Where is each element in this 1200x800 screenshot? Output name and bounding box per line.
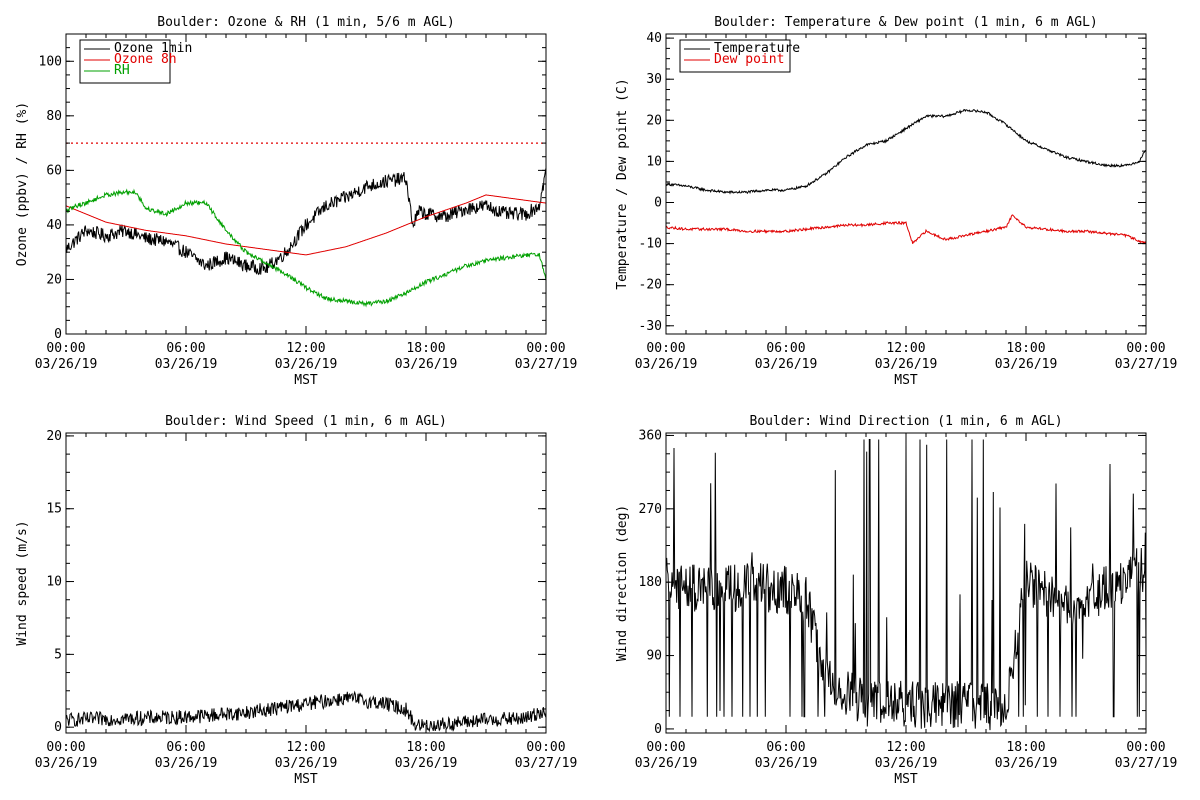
chart-title: Boulder: Wind Speed (1 min, 6 m AGL) — [165, 414, 447, 429]
x-tick-label-time: 18:00 — [406, 341, 445, 356]
x-tick-label-date: 03/27/19 — [1115, 357, 1178, 372]
x-tick-label-time: 12:00 — [886, 740, 925, 755]
x-tick-label-date: 03/26/19 — [395, 357, 458, 372]
y-tick-label: 100 — [39, 54, 62, 69]
x-axis-label: MST — [294, 772, 318, 787]
y-axis-label: Wind direction (deg) — [615, 505, 630, 662]
legend-box — [79, 39, 171, 84]
series-line-dew-point — [666, 214, 1146, 245]
y-tick-label: 10 — [646, 154, 662, 169]
y-tick-label: 80 — [46, 109, 62, 124]
x-tick-label-time: 00:00 — [1126, 740, 1165, 755]
series-line-rh — [66, 188, 546, 308]
x-tick-label-time: 18:00 — [1006, 740, 1045, 755]
chart-title: Boulder: Temperature & Dew point (1 min,… — [714, 15, 1098, 30]
series-line-ozone-1min — [66, 167, 546, 276]
x-tick-label-time: 18:00 — [1006, 341, 1045, 356]
wind-direction-chart: Boulder: Wind Direction (1 min, 6 m AGL)… — [615, 414, 1177, 787]
y-axis-label: Temperature / Dew point (C) — [615, 78, 630, 289]
y-tick-label: 20 — [646, 113, 662, 128]
x-axis-label: MST — [294, 373, 318, 388]
x-tick-label-time: 00:00 — [526, 341, 565, 356]
x-tick-label-date: 03/27/19 — [1115, 756, 1178, 771]
plot-frame — [665, 33, 1147, 335]
x-tick-label-date: 03/26/19 — [275, 357, 338, 372]
x-tick-label-time: 00:00 — [526, 740, 565, 755]
chart-title: Boulder: Wind Direction (1 min, 6 m AGL) — [749, 414, 1062, 429]
y-tick-label: 20 — [46, 272, 62, 287]
x-tick-label-time: 00:00 — [46, 341, 85, 356]
series-line-value — [66, 690, 546, 733]
series-line-temperature — [666, 108, 1146, 195]
temperature-dewpoint-chart: Boulder: Temperature & Dew point (1 min,… — [615, 15, 1177, 388]
y-tick-label: 0 — [654, 195, 662, 210]
x-tick-label-date: 03/26/19 — [275, 756, 338, 771]
x-axis-label: MST — [894, 772, 918, 787]
x-tick-label-time: 06:00 — [166, 341, 205, 356]
x-tick-label-date: 03/26/19 — [755, 357, 818, 372]
x-tick-label-time: 12:00 — [886, 341, 925, 356]
y-tick-label: 0 — [654, 722, 662, 737]
y-tick-label: 20 — [46, 429, 62, 444]
x-tick-label-time: 06:00 — [766, 341, 805, 356]
x-tick-label-date: 03/26/19 — [635, 756, 698, 771]
y-tick-label: 5 — [54, 647, 62, 662]
legend-entry-dew-point: Dew point — [714, 52, 784, 67]
y-tick-label: 15 — [46, 502, 62, 517]
x-tick-label-time: 06:00 — [766, 740, 805, 755]
series-line-value — [666, 439, 1146, 731]
x-tick-label-time: 00:00 — [1126, 341, 1165, 356]
legend-box — [679, 39, 791, 73]
x-tick-label-date: 03/26/19 — [155, 756, 218, 771]
y-tick-label: 360 — [639, 428, 662, 443]
y-tick-label: 10 — [46, 575, 62, 590]
x-tick-label-date: 03/27/19 — [515, 756, 578, 771]
x-tick-label-time: 00:00 — [46, 740, 85, 755]
plot-frame — [65, 432, 547, 734]
legend-entry-ozone-8h: Ozone 8h — [114, 52, 177, 67]
x-tick-label-time: 00:00 — [646, 341, 685, 356]
x-axis-label: MST — [894, 373, 918, 388]
legend-entry-ozone-1min: Ozone 1min — [114, 41, 192, 56]
x-tick-label-date: 03/26/19 — [395, 756, 458, 771]
y-tick-label: 180 — [639, 575, 662, 590]
y-axis-label: Ozone (ppbv) / RH (%) — [15, 102, 30, 266]
x-tick-label-date: 03/27/19 — [515, 357, 578, 372]
x-tick-label-date: 03/26/19 — [755, 756, 818, 771]
y-tick-label: 30 — [646, 72, 662, 87]
series-line-ozone-8h — [66, 194, 546, 256]
x-tick-label-time: 18:00 — [406, 740, 445, 755]
x-tick-label-date: 03/26/19 — [875, 357, 938, 372]
y-tick-label: 0 — [54, 720, 62, 735]
y-tick-label: -30 — [639, 319, 662, 334]
x-tick-label-time: 06:00 — [166, 740, 205, 755]
y-tick-label: -10 — [639, 237, 662, 252]
y-tick-label: 270 — [639, 502, 662, 517]
x-tick-label-date: 03/26/19 — [35, 756, 98, 771]
y-axis-label: Wind speed (m/s) — [15, 520, 30, 645]
x-tick-label-date: 03/26/19 — [35, 357, 98, 372]
x-tick-label-date: 03/26/19 — [995, 756, 1058, 771]
y-tick-label: 40 — [646, 31, 662, 46]
y-tick-label: 0 — [54, 327, 62, 342]
x-tick-label-date: 03/26/19 — [155, 357, 218, 372]
chart-title: Boulder: Ozone & RH (1 min, 5/6 m AGL) — [157, 15, 454, 30]
x-tick-label-time: 00:00 — [646, 740, 685, 755]
y-tick-label: 90 — [646, 649, 662, 664]
wind-speed-chart: Boulder: Wind Speed (1 min, 6 m AGL) 0 5 10… — [15, 414, 577, 787]
x-tick-label-date: 03/26/19 — [875, 756, 938, 771]
y-tick-label: 60 — [46, 163, 62, 178]
legend-entry-temperature: Temperature — [714, 41, 800, 56]
x-tick-label-time: 12:00 — [286, 341, 325, 356]
x-tick-label-date: 03/26/19 — [995, 357, 1058, 372]
ozone-rh-chart: Boulder: Ozone & RH (1 min, 5/6 m AGL) 0 2… — [15, 15, 577, 388]
x-tick-label-time: 12:00 — [286, 740, 325, 755]
x-tick-label-date: 03/26/19 — [635, 357, 698, 372]
legend-entry-rh: RH — [114, 63, 130, 78]
y-tick-label: -20 — [639, 278, 662, 293]
y-tick-label: 40 — [46, 218, 62, 233]
